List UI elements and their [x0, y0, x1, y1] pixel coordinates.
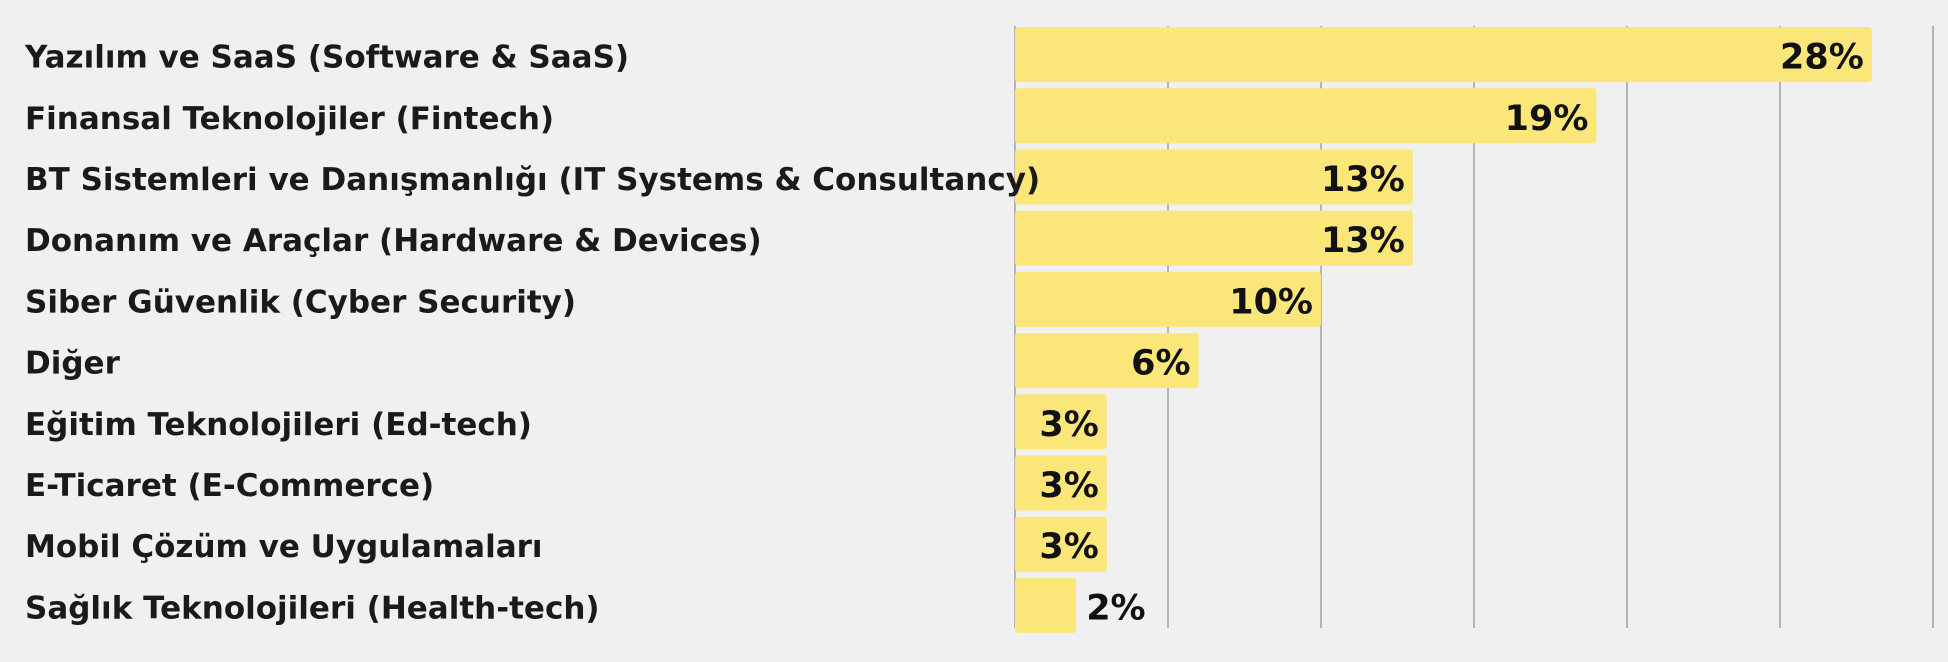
bar-0 [1015, 27, 1872, 83]
category-label-4: Siber Güvenlik (Cyber Security) [25, 284, 576, 320]
category-label-7: E-Ticaret (E-Commerce) [25, 468, 434, 504]
category-label-1: Finansal Teknolojiler (Fintech) [25, 101, 554, 137]
bar-6 [1015, 394, 1107, 450]
value-label-0: 28% [1780, 38, 1864, 78]
bar-7 [1015, 455, 1107, 511]
category-label-2: BT Sistemleri ve Danışmanlığı (IT System… [25, 162, 1040, 198]
bar-4 [1015, 271, 1321, 327]
bar-3 [1015, 210, 1413, 266]
category-label-9: Sağlık Teknolojileri (Health-tech) [25, 590, 600, 626]
value-label-2: 13% [1321, 160, 1405, 200]
value-label-3: 13% [1321, 221, 1405, 261]
value-label-4: 10% [1229, 282, 1313, 322]
category-labels: Yazılım ve SaaS (Software & SaaS) Finansa… [24, 40, 1040, 627]
category-label-6: Eğitim Teknolojileri (Ed-tech) [25, 407, 532, 443]
value-label-8: 3% [1039, 527, 1098, 567]
value-label-5: 6% [1131, 344, 1190, 384]
bars [1015, 27, 1872, 633]
value-label-6: 3% [1039, 405, 1098, 445]
value-label-7: 3% [1039, 466, 1098, 506]
category-label-3: Donanım ve Araçlar (Hardware & Devices) [25, 223, 762, 259]
value-label-1: 19% [1505, 99, 1589, 139]
category-label-8: Mobil Çözüm ve Uygulamaları [25, 529, 543, 565]
value-label-9: 2% [1086, 588, 1145, 628]
category-label-5: Diğer [25, 346, 121, 382]
value-labels: 28%19%13%13%10%6%3%3%3%2% [1039, 38, 1863, 629]
bar-5 [1015, 333, 1199, 389]
bar-2 [1015, 149, 1413, 205]
bar-8 [1015, 516, 1107, 572]
bar-9 [1015, 577, 1077, 633]
category-label-0: Yazılım ve SaaS (Software & SaaS) [24, 40, 629, 76]
bar-1 [1015, 88, 1597, 144]
